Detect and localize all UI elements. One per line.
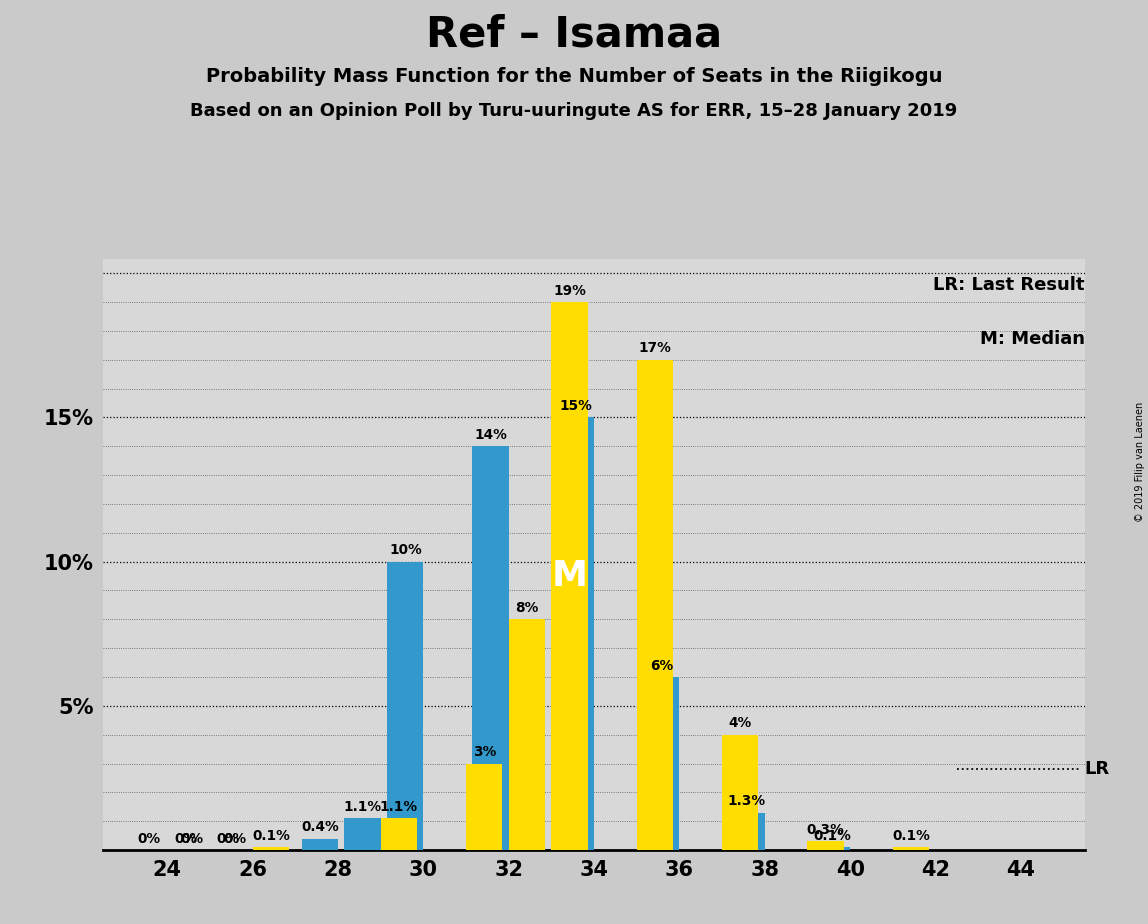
Text: LR: Last Result: LR: Last Result [933, 276, 1085, 295]
Bar [637, 359, 673, 850]
Text: 8%: 8% [515, 601, 538, 615]
Text: Based on an Opinion Poll by Turu-uuringute AS for ERR, 15–28 January 2019: Based on an Opinion Poll by Turu-uuringu… [191, 102, 957, 119]
Bar [387, 562, 424, 850]
Text: LR: LR [1085, 760, 1110, 778]
Text: 1.1%: 1.1% [343, 800, 381, 814]
Text: 14%: 14% [474, 428, 507, 442]
Text: 0%: 0% [180, 832, 203, 845]
Bar [253, 847, 289, 850]
Bar [473, 446, 509, 850]
Bar [807, 842, 844, 850]
Text: 4%: 4% [729, 716, 752, 730]
Bar [893, 847, 929, 850]
Bar [466, 763, 503, 850]
Text: 0%: 0% [174, 832, 197, 845]
Text: Ref – Isamaa: Ref – Isamaa [426, 14, 722, 55]
Text: 0%: 0% [138, 832, 161, 845]
Bar [729, 812, 765, 850]
Text: 17%: 17% [638, 341, 672, 356]
Text: M: Median: M: Median [980, 330, 1085, 347]
Bar [722, 735, 759, 850]
Bar [302, 839, 338, 850]
Text: 15%: 15% [559, 399, 592, 413]
Text: 0%: 0% [223, 832, 246, 845]
Text: 6%: 6% [650, 659, 673, 673]
Text: 3%: 3% [473, 746, 496, 760]
Bar [814, 847, 851, 850]
Bar [551, 302, 588, 850]
Bar [344, 819, 381, 850]
Text: 0.1%: 0.1% [892, 829, 930, 843]
Text: © 2019 Filip van Laenen: © 2019 Filip van Laenen [1135, 402, 1145, 522]
Text: 0.1%: 0.1% [251, 829, 289, 843]
Text: 0.4%: 0.4% [301, 821, 339, 834]
Bar [381, 819, 417, 850]
Text: 1.3%: 1.3% [728, 795, 766, 808]
Text: M: M [551, 559, 588, 593]
Text: 1.1%: 1.1% [380, 800, 418, 814]
Text: 10%: 10% [389, 543, 421, 557]
Text: Probability Mass Function for the Number of Seats in the Riigikogu: Probability Mass Function for the Number… [205, 67, 943, 86]
Text: 0%: 0% [217, 832, 240, 845]
Text: 0.3%: 0.3% [807, 823, 845, 837]
Bar [509, 619, 545, 850]
Bar [643, 677, 680, 850]
Bar [558, 418, 595, 850]
Text: 19%: 19% [553, 284, 585, 298]
Text: 0.1%: 0.1% [813, 829, 851, 843]
